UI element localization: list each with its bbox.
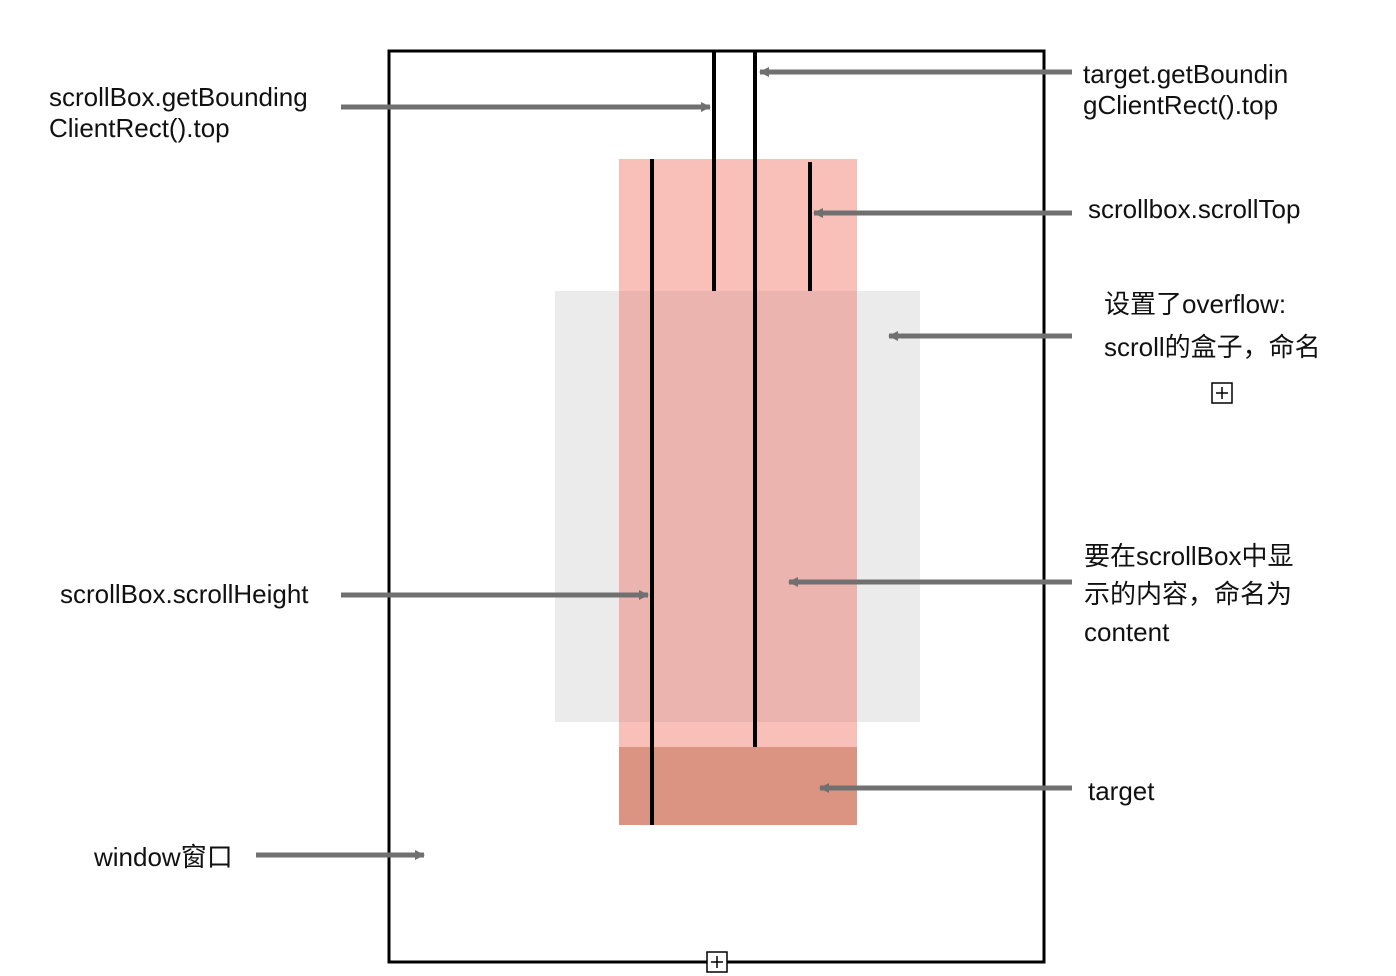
label-content: 要在scrollBox中显 示的内容，命名为 content <box>1084 537 1293 651</box>
label-overflow-box: 设置了overflow: scroll的盒子，命名 <box>1104 283 1321 369</box>
label-scroll-height: scrollBox.scrollHeight <box>60 579 309 609</box>
label-line: 示的内容，命名为 <box>1084 579 1293 609</box>
label-line: target.getBoundin <box>1083 59 1289 89</box>
label-line: ClientRect().top <box>49 113 230 143</box>
label-line: 要在scrollBox中显 <box>1084 541 1294 571</box>
label-scrollbox-rect-top: scrollBox.getBounding ClientRect().top <box>49 82 308 144</box>
label-line: 设置了overflow: <box>1104 289 1287 319</box>
expand-handle-icon[interactable] <box>1211 382 1233 404</box>
label-target: target <box>1088 776 1155 806</box>
label-window: window窗口 <box>94 842 233 872</box>
label-scrolltop: scrollbox.scrollTop <box>1088 194 1301 224</box>
target-box <box>619 747 857 825</box>
label-line: gClientRect().top <box>1083 90 1279 120</box>
expand-handle-icon[interactable] <box>706 951 728 973</box>
label-line: content <box>1084 617 1170 647</box>
label-target-rect-top: target.getBoundin gClientRect().top <box>1083 59 1288 121</box>
scroll-content-overlap <box>619 291 857 722</box>
label-line: scrollBox.getBounding <box>49 82 308 112</box>
label-line: scroll的盒子，命名 <box>1104 332 1321 362</box>
